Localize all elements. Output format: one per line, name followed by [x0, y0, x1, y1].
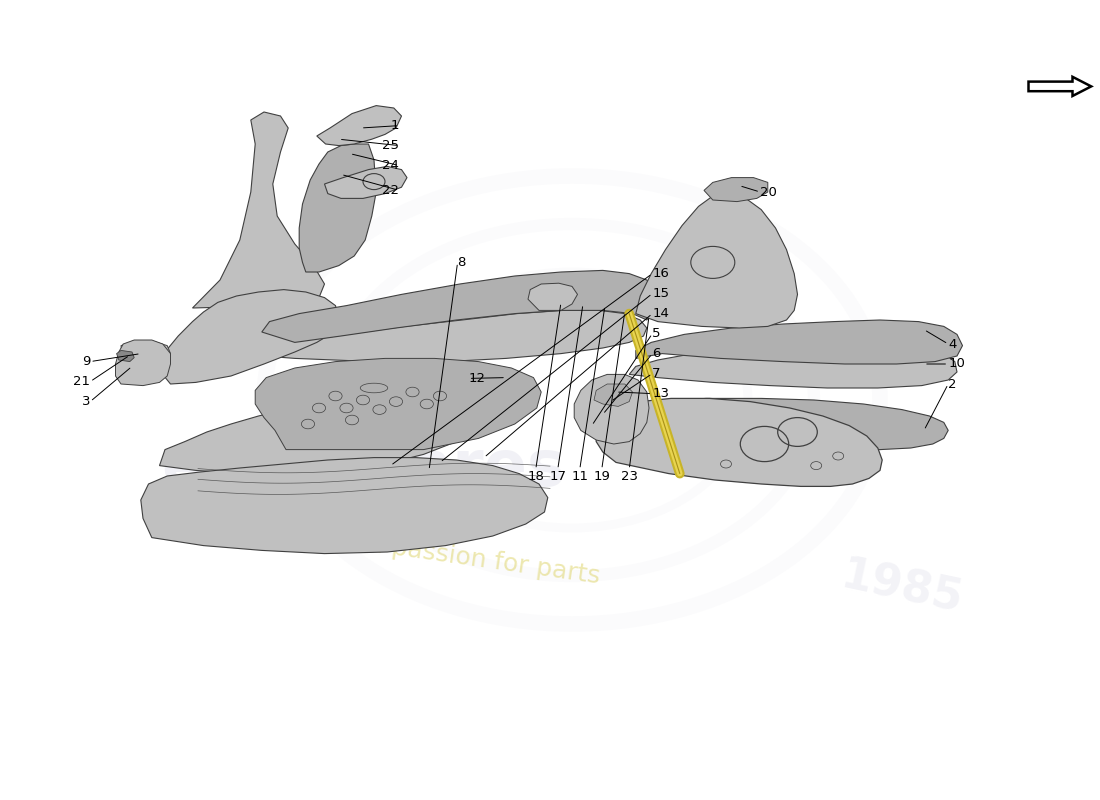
Text: 14: 14 [652, 307, 669, 320]
Polygon shape [255, 358, 541, 450]
Polygon shape [636, 194, 798, 328]
Polygon shape [141, 458, 548, 554]
Polygon shape [627, 398, 948, 450]
Polygon shape [264, 310, 647, 362]
Text: 23: 23 [620, 470, 638, 482]
Text: 4: 4 [948, 338, 957, 350]
Polygon shape [594, 384, 632, 406]
Polygon shape [528, 283, 578, 310]
Text: 7: 7 [652, 367, 661, 380]
Polygon shape [324, 166, 407, 198]
Text: 2: 2 [948, 378, 957, 390]
Text: eurospares: eurospares [161, 437, 565, 499]
Text: 13: 13 [652, 387, 669, 400]
Text: 3: 3 [81, 395, 90, 408]
Polygon shape [121, 342, 170, 364]
Text: 12: 12 [469, 372, 485, 385]
Polygon shape [156, 290, 339, 384]
Text: a passion for parts: a passion for parts [366, 532, 602, 588]
Text: 11: 11 [571, 470, 588, 482]
Polygon shape [1028, 77, 1091, 96]
Polygon shape [116, 340, 170, 386]
Text: 10: 10 [948, 358, 965, 370]
Text: 19: 19 [593, 470, 611, 482]
Text: 6: 6 [652, 347, 661, 360]
Text: 15: 15 [652, 287, 669, 300]
Text: 22: 22 [383, 184, 399, 197]
Text: 24: 24 [383, 159, 399, 172]
Text: 25: 25 [383, 139, 399, 152]
Polygon shape [574, 374, 649, 444]
Text: 5: 5 [652, 327, 661, 340]
Text: 1985: 1985 [837, 554, 967, 622]
Polygon shape [596, 398, 882, 486]
Text: 1: 1 [390, 119, 399, 132]
Polygon shape [636, 320, 962, 364]
Polygon shape [704, 178, 768, 202]
Text: 16: 16 [652, 267, 669, 280]
Polygon shape [299, 144, 376, 272]
Polygon shape [262, 270, 654, 342]
Polygon shape [629, 346, 957, 388]
Text: 20: 20 [760, 186, 777, 198]
Polygon shape [117, 350, 134, 362]
Text: 8: 8 [458, 256, 466, 269]
Text: 17: 17 [549, 470, 566, 482]
Polygon shape [160, 382, 504, 474]
Polygon shape [192, 112, 324, 308]
Text: 9: 9 [81, 355, 90, 368]
Polygon shape [317, 106, 402, 146]
Text: 18: 18 [527, 470, 544, 482]
Text: 21: 21 [74, 375, 90, 388]
